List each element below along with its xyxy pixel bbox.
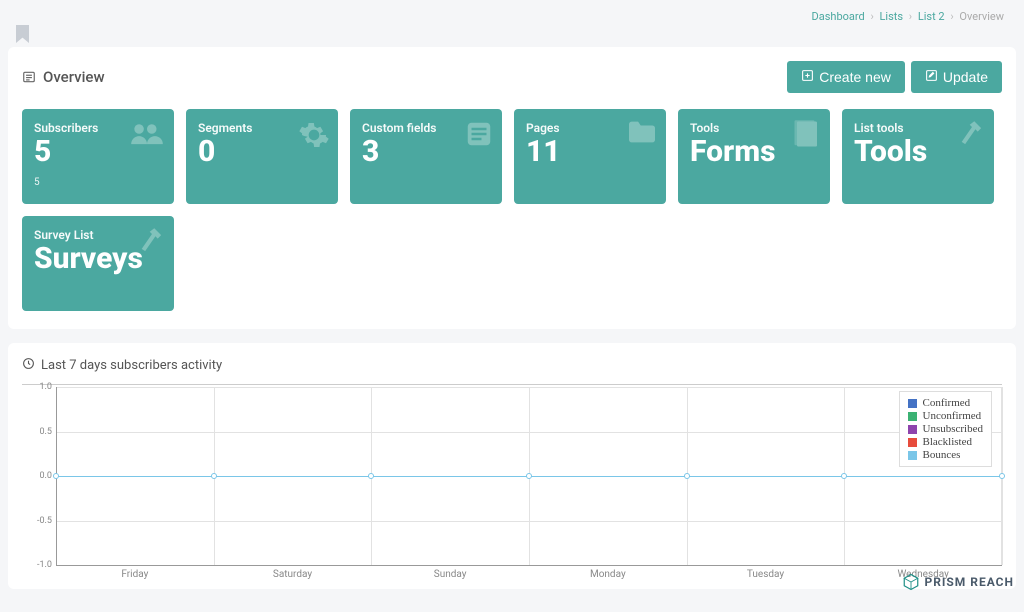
card-tools[interactable]: ToolsForms xyxy=(678,109,830,204)
hammer-icon xyxy=(138,226,166,262)
breadcrumb-link[interactable]: Lists xyxy=(879,10,903,23)
card-subscribers[interactable]: Subscribers55 xyxy=(22,109,174,204)
y-tick: 0.5 xyxy=(24,427,52,437)
chart-marker xyxy=(526,473,532,479)
x-label: Tuesday xyxy=(747,569,784,580)
update-label: Update xyxy=(943,69,988,85)
page-title: Overview xyxy=(43,68,105,86)
card-survey-list[interactable]: Survey ListSurveys xyxy=(22,216,174,311)
list-icon xyxy=(464,119,494,153)
prism-icon xyxy=(902,573,920,591)
y-tick: 0.0 xyxy=(24,471,52,481)
activity-title: Last 7 days subscribers activity xyxy=(41,358,222,373)
x-label: Saturday xyxy=(273,569,312,580)
legend-item: Confirmed xyxy=(908,397,984,409)
clock-icon xyxy=(22,357,35,374)
y-tick: -1.0 xyxy=(24,560,52,570)
people-icon xyxy=(128,119,166,151)
folder-icon xyxy=(626,119,658,149)
x-label: Monday xyxy=(590,569,626,580)
hammer-icon xyxy=(958,119,986,155)
update-button[interactable]: Update xyxy=(911,61,1002,93)
legend-item: Bounces xyxy=(908,449,984,461)
list-detail-icon xyxy=(22,70,36,84)
create-new-button[interactable]: Create new xyxy=(787,61,905,93)
chart-marker xyxy=(368,473,374,479)
legend-item: Blacklisted xyxy=(908,436,984,448)
legend-item: Unsubscribed xyxy=(908,423,984,435)
chart-marker xyxy=(53,473,59,479)
card-custom-fields[interactable]: Custom fields3 xyxy=(350,109,502,204)
chart-marker xyxy=(841,473,847,479)
legend-item: Unconfirmed xyxy=(908,410,984,422)
breadcrumb: Dashboard › Lists › List 2 › Overview xyxy=(8,0,1016,29)
activity-panel: Last 7 days subscribers activity -1.0 -0.… xyxy=(8,343,1016,589)
plus-icon xyxy=(801,69,814,85)
activity-chart: -1.0 -0.5 0.0 0.5 1.0 ConfirmedUnconfirmedUn… xyxy=(22,384,1002,583)
chart-marker xyxy=(684,473,690,479)
chart-marker xyxy=(211,473,217,479)
brand-name: PRISM REACH xyxy=(924,575,1014,589)
breadcrumb-link[interactable]: List 2 xyxy=(918,10,945,23)
card-list-tools[interactable]: List toolsTools xyxy=(842,109,994,204)
y-tick: -0.5 xyxy=(24,516,52,526)
chart-legend: ConfirmedUnconfirmedUnsubscribedBlacklis… xyxy=(899,391,993,467)
brand-logo: PRISM REACH xyxy=(902,573,1014,591)
y-tick: 1.0 xyxy=(24,382,52,392)
x-label: Sunday xyxy=(434,569,467,580)
gear-icon xyxy=(298,119,330,155)
edit-icon xyxy=(925,69,938,85)
x-label: Friday xyxy=(121,569,148,580)
breadcrumb-current: Overview xyxy=(959,10,1004,23)
overview-panel: Overview Create new Update Subscribers55… xyxy=(8,47,1016,329)
chart-marker xyxy=(999,473,1005,479)
create-new-label: Create new xyxy=(819,69,891,85)
card-sub: 5 xyxy=(34,177,162,188)
sheet-icon xyxy=(792,119,822,153)
card-pages[interactable]: Pages11 xyxy=(514,109,666,204)
breadcrumb-link[interactable]: Dashboard xyxy=(812,10,865,23)
card-segments[interactable]: Segments0 xyxy=(186,109,338,204)
cards-grid: Subscribers55Segments0Custom fields3Page… xyxy=(22,109,1002,311)
bookmark-icon xyxy=(16,25,29,43)
